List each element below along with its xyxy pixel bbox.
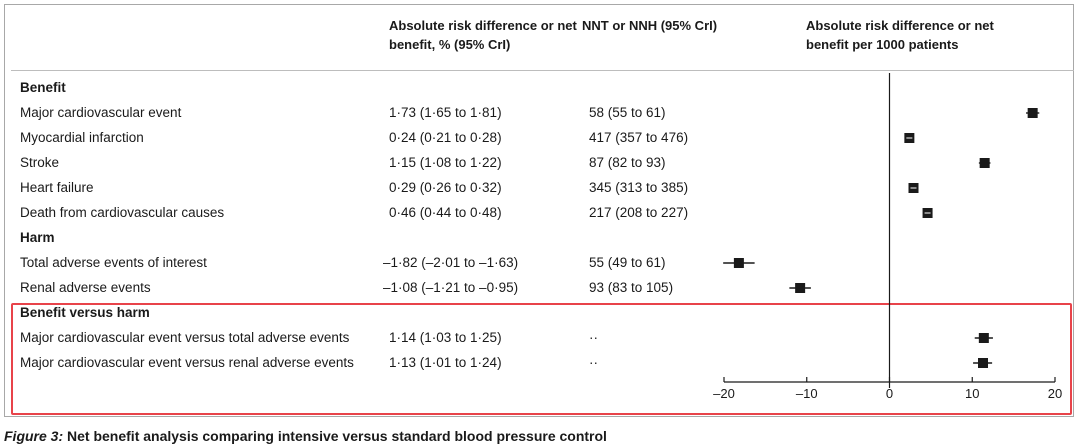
x-tick-label: –20 bbox=[713, 386, 735, 401]
x-tick-label: 10 bbox=[965, 386, 979, 401]
row-nnt: 217 (208 to 227) bbox=[589, 205, 689, 220]
row-label: Heart failure bbox=[20, 180, 94, 195]
row-label: Total adverse events of interest bbox=[20, 255, 207, 270]
row-nnt: 345 (313 to 385) bbox=[589, 180, 689, 195]
row-ard: 1·15 (1·08 to 1·22) bbox=[389, 155, 502, 170]
point-marker bbox=[978, 358, 989, 368]
header-divider bbox=[11, 70, 1074, 71]
row-ard: 0·29 (0·26 to 0·32) bbox=[389, 180, 502, 195]
row-label: Renal adverse events bbox=[20, 280, 151, 295]
point-marker bbox=[1027, 108, 1038, 118]
row-label: Stroke bbox=[20, 155, 60, 170]
row-label: Major cardiovascular event versus renal … bbox=[20, 355, 354, 370]
x-tick-label: –10 bbox=[796, 386, 818, 401]
row-nnt: 55 (49 to 61) bbox=[589, 255, 666, 270]
header-plot: Absolute risk difference or net benefit … bbox=[806, 18, 994, 52]
row-ard: –1·08 (–1·21 to –0·95) bbox=[383, 280, 519, 295]
row-label: Major cardiovascular event bbox=[20, 105, 182, 120]
row-nnt: 93 (83 to 105) bbox=[589, 280, 674, 295]
figure-frame bbox=[4, 4, 1074, 417]
figure-caption: Figure 3: Net benefit analysis comparing… bbox=[4, 428, 607, 444]
row-nnt: ·· bbox=[589, 330, 598, 345]
section-title: Benefit bbox=[20, 80, 66, 95]
caption-text: Net benefit analysis comparing intensive… bbox=[63, 428, 607, 444]
row-ard: 1·73 (1·65 to 1·81) bbox=[389, 105, 502, 120]
x-tick-label: 20 bbox=[1048, 386, 1062, 401]
point-marker bbox=[979, 158, 990, 168]
caption-figure-label: Figure 3: bbox=[4, 428, 64, 444]
header-nnt: NNT or NNH (95% CrI) bbox=[582, 18, 718, 33]
row-ard: 1·14 (1·03 to 1·25) bbox=[389, 330, 502, 345]
point-marker bbox=[795, 283, 806, 293]
section-title: Harm bbox=[20, 230, 55, 245]
row-nnt: 87 (82 to 93) bbox=[589, 155, 666, 170]
row-ard: –1·82 (–2·01 to –1·63) bbox=[383, 255, 519, 270]
header-ard: Absolute risk difference or net benefit,… bbox=[389, 18, 577, 52]
point-marker bbox=[733, 258, 744, 268]
row-label: Death from cardiovascular causes bbox=[20, 205, 225, 220]
row-ard: 0·24 (0·21 to 0·28) bbox=[389, 130, 502, 145]
row-nnt: ·· bbox=[589, 355, 598, 370]
highlight-box bbox=[11, 303, 1072, 415]
row-ard: 1·13 (1·01 to 1·24) bbox=[389, 355, 502, 370]
row-ard: 0·46 (0·44 to 0·48) bbox=[389, 205, 502, 220]
section-title: Benefit versus harm bbox=[20, 305, 150, 320]
x-tick-label: 0 bbox=[886, 386, 893, 401]
point-marker bbox=[978, 333, 989, 343]
row-nnt: 58 (55 to 61) bbox=[589, 105, 666, 120]
row-label: Myocardial infarction bbox=[20, 130, 144, 145]
row-label: Major cardiovascular event versus total … bbox=[20, 330, 350, 345]
row-nnt: 417 (357 to 476) bbox=[589, 130, 689, 145]
